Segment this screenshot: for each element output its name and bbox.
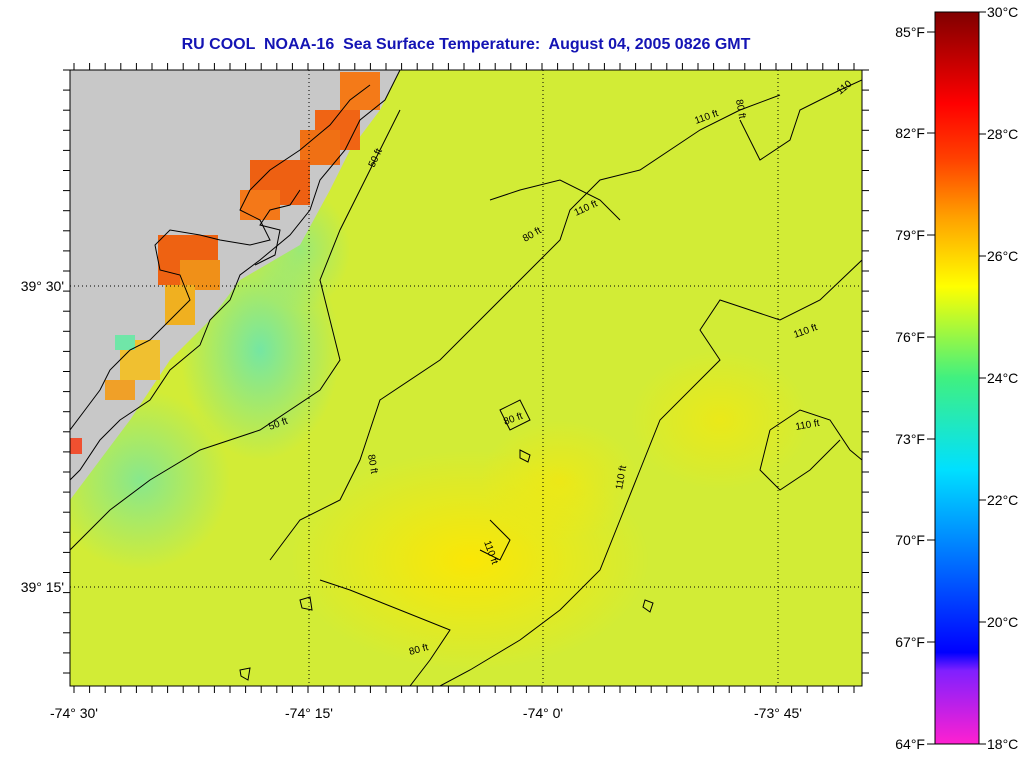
longitude-label: -74° 30' <box>50 705 98 721</box>
svg-text:67°F: 67°F <box>895 634 925 650</box>
sst-field: 50 ft 50 ft 80 ft 80 ft 80 ft 80 ft 80 f… <box>70 70 862 686</box>
svg-text:82°F: 82°F <box>895 125 925 141</box>
svg-text:73°F: 73°F <box>895 431 925 447</box>
map-frame <box>69 69 863 687</box>
longitude-label: -73° 45' <box>754 705 802 721</box>
svg-text:79°F: 79°F <box>895 227 925 243</box>
svg-text:26°C: 26°C <box>987 248 1018 264</box>
colorbar <box>934 11 980 745</box>
land-mass <box>70 70 400 500</box>
svg-text:70°F: 70°F <box>895 532 925 548</box>
depth-contours <box>70 79 862 686</box>
longitude-label: -74° 0' <box>523 705 563 721</box>
map-title: RU COOL NOAA-16 Sea Surface Temperature:… <box>181 36 751 53</box>
contour-label: 110 ft <box>614 464 629 490</box>
graticule <box>70 70 862 686</box>
colorbar-fahrenheit-labels: 85°F 82°F 79°F 76°F 73°F 70°F 67°F 64°F <box>895 24 925 752</box>
latitude-labels: 39° 30' 39° 15' <box>21 278 64 595</box>
svg-text:85°F: 85°F <box>895 24 925 40</box>
svg-text:20°C: 20°C <box>987 614 1018 630</box>
svg-text:22°C: 22°C <box>987 492 1018 508</box>
contour-label: 110 ft <box>795 418 821 433</box>
contour-label: 80 ft <box>365 454 379 475</box>
longitude-labels: -74° 30' -74° 15' -74° 0' -73° 45' <box>50 705 802 721</box>
svg-text:64°F: 64°F <box>895 736 925 752</box>
longitude-label: -74° 15' <box>285 705 333 721</box>
svg-text:76°F: 76°F <box>895 329 925 345</box>
latitude-label: 39° 30' <box>21 278 64 294</box>
axis-ticks <box>63 63 869 693</box>
latitude-label: 39° 15' <box>21 579 64 595</box>
colorbar-celsius-labels: 30°C 28°C 26°C 24°C 22°C 20°C 18°C <box>987 4 1018 752</box>
contour-label: 80 ft <box>733 99 747 120</box>
contour-label: 80 ft <box>408 642 430 658</box>
svg-text:24°C: 24°C <box>987 370 1018 386</box>
warm-bay-waters <box>70 72 380 454</box>
svg-text:28°C: 28°C <box>987 126 1018 142</box>
svg-text:30°C: 30°C <box>987 4 1018 20</box>
coastline <box>70 70 401 481</box>
colorbar-ticks <box>927 11 986 745</box>
svg-text:18°C: 18°C <box>987 736 1018 752</box>
